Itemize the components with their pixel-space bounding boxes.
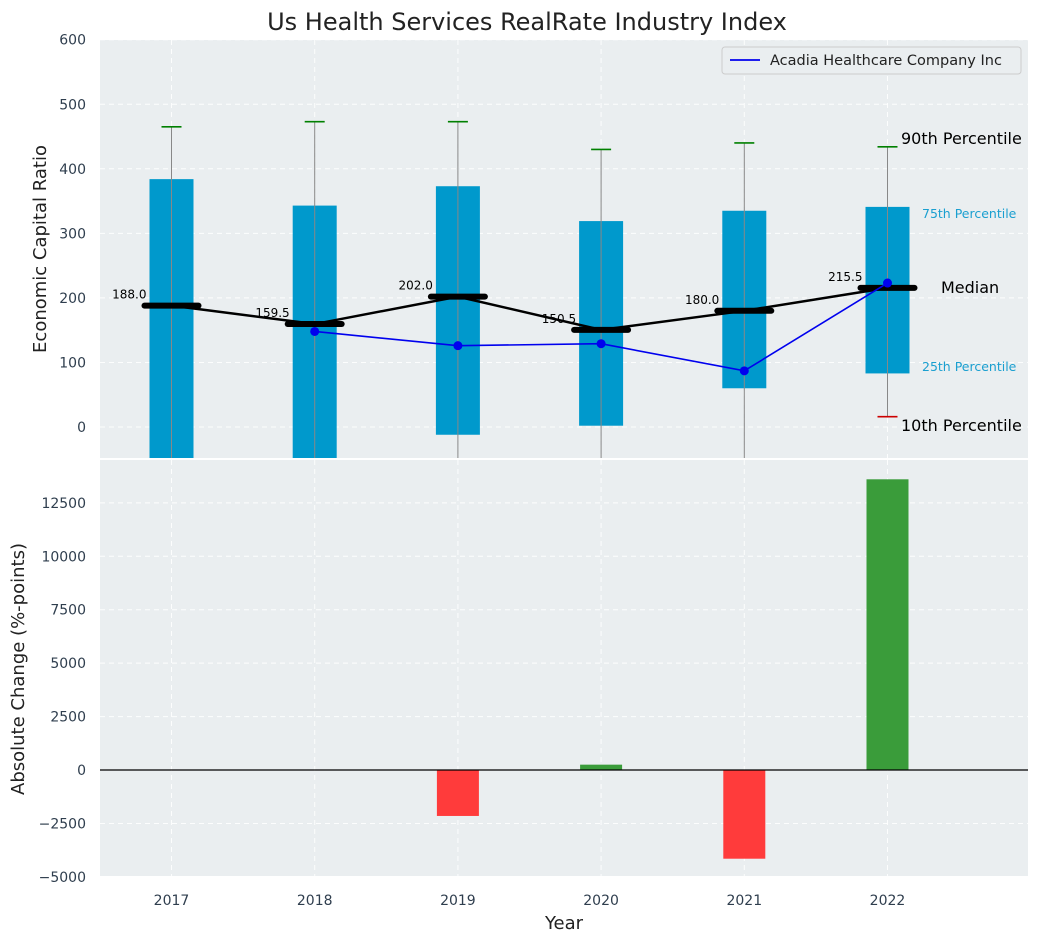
x-tick-label: 2019 <box>440 893 476 909</box>
x-tick-labels: 2017 2018 2019 2020 2021 2022 <box>154 893 906 909</box>
bottom-gridlines <box>100 460 1028 878</box>
median-value-label: 180.0 <box>685 293 719 307</box>
bottom-y-tick-label: −5000 <box>39 870 86 886</box>
median-value-label: 188.0 <box>112 288 146 302</box>
median-value-label: 159.5 <box>255 306 289 320</box>
bottom-y-tick-label: 5000 <box>50 656 86 672</box>
x-tick-label: 2022 <box>870 893 906 909</box>
median-value-label: 215.5 <box>828 270 862 284</box>
legend-box <box>721 46 1022 75</box>
legend-label: Acadia Healthcare Company Inc <box>770 53 1002 69</box>
company-point <box>883 278 892 288</box>
bottom-y-tick-label: −2500 <box>39 816 86 832</box>
company-point <box>596 339 606 349</box>
x-tick-label: 2017 <box>154 893 190 909</box>
top-y-axis-title: Economic Capital Ratio <box>30 145 51 353</box>
p75-annotation: 75th Percentile <box>922 206 1017 221</box>
company-point <box>453 341 463 351</box>
top-y-tick-label: 500 <box>59 97 86 113</box>
company-point <box>739 366 749 376</box>
x-tick-label: 2020 <box>583 893 619 909</box>
change-bar <box>580 764 623 770</box>
bottom-panel-marks <box>100 479 1028 859</box>
bottom-y-axis-title: Absolute Change (%-points) <box>8 543 29 795</box>
top-y-tick-label: 400 <box>59 162 86 178</box>
change-bar <box>866 479 909 770</box>
top-y-tick-label: 600 <box>59 33 86 49</box>
change-bar <box>436 770 479 816</box>
bottom-y-tick-label: 0 <box>77 763 86 779</box>
top-y-tick-label: 300 <box>59 226 86 242</box>
company-point <box>310 326 320 336</box>
chart-title: Us Health Services RealRate Industry Ind… <box>267 8 787 36</box>
x-axis-title: Year <box>544 913 584 934</box>
change-bar <box>723 770 766 859</box>
bottom-y-tick-label: 12500 <box>41 496 86 512</box>
p10-annotation: 10th Percentile <box>901 416 1022 435</box>
top-y-tick-label: 200 <box>59 291 86 307</box>
median-line <box>171 286 888 332</box>
legend: Acadia Healthcare Company Inc <box>721 46 1022 75</box>
p90-annotation: 90th Percentile <box>901 129 1022 148</box>
bottom-y-tick-label: 10000 <box>41 549 86 565</box>
bottom-y-tick-labels: −5000 −2500 0 2500 5000 7500 10000 12500 <box>39 496 86 886</box>
bottom-y-tick-label: 7500 <box>50 603 86 619</box>
median-value-label: 150.5 <box>542 312 576 326</box>
bottom-y-tick-label: 2500 <box>50 710 86 726</box>
top-y-tick-label: 100 <box>59 355 86 371</box>
x-tick-label: 2018 <box>297 893 333 909</box>
top-y-tick-label: 0 <box>77 420 86 436</box>
x-tick-label: 2021 <box>726 893 762 909</box>
p25-annotation: 25th Percentile <box>922 359 1017 374</box>
median-annotation: Median <box>941 278 999 297</box>
median-value-label: 202.0 <box>399 279 433 293</box>
top-panel-marks: 188.0 159.5 202.0 150.5 180.0 215.5 <box>112 120 918 459</box>
top-y-tick-labels: 0 100 200 300 400 500 600 <box>59 33 86 436</box>
